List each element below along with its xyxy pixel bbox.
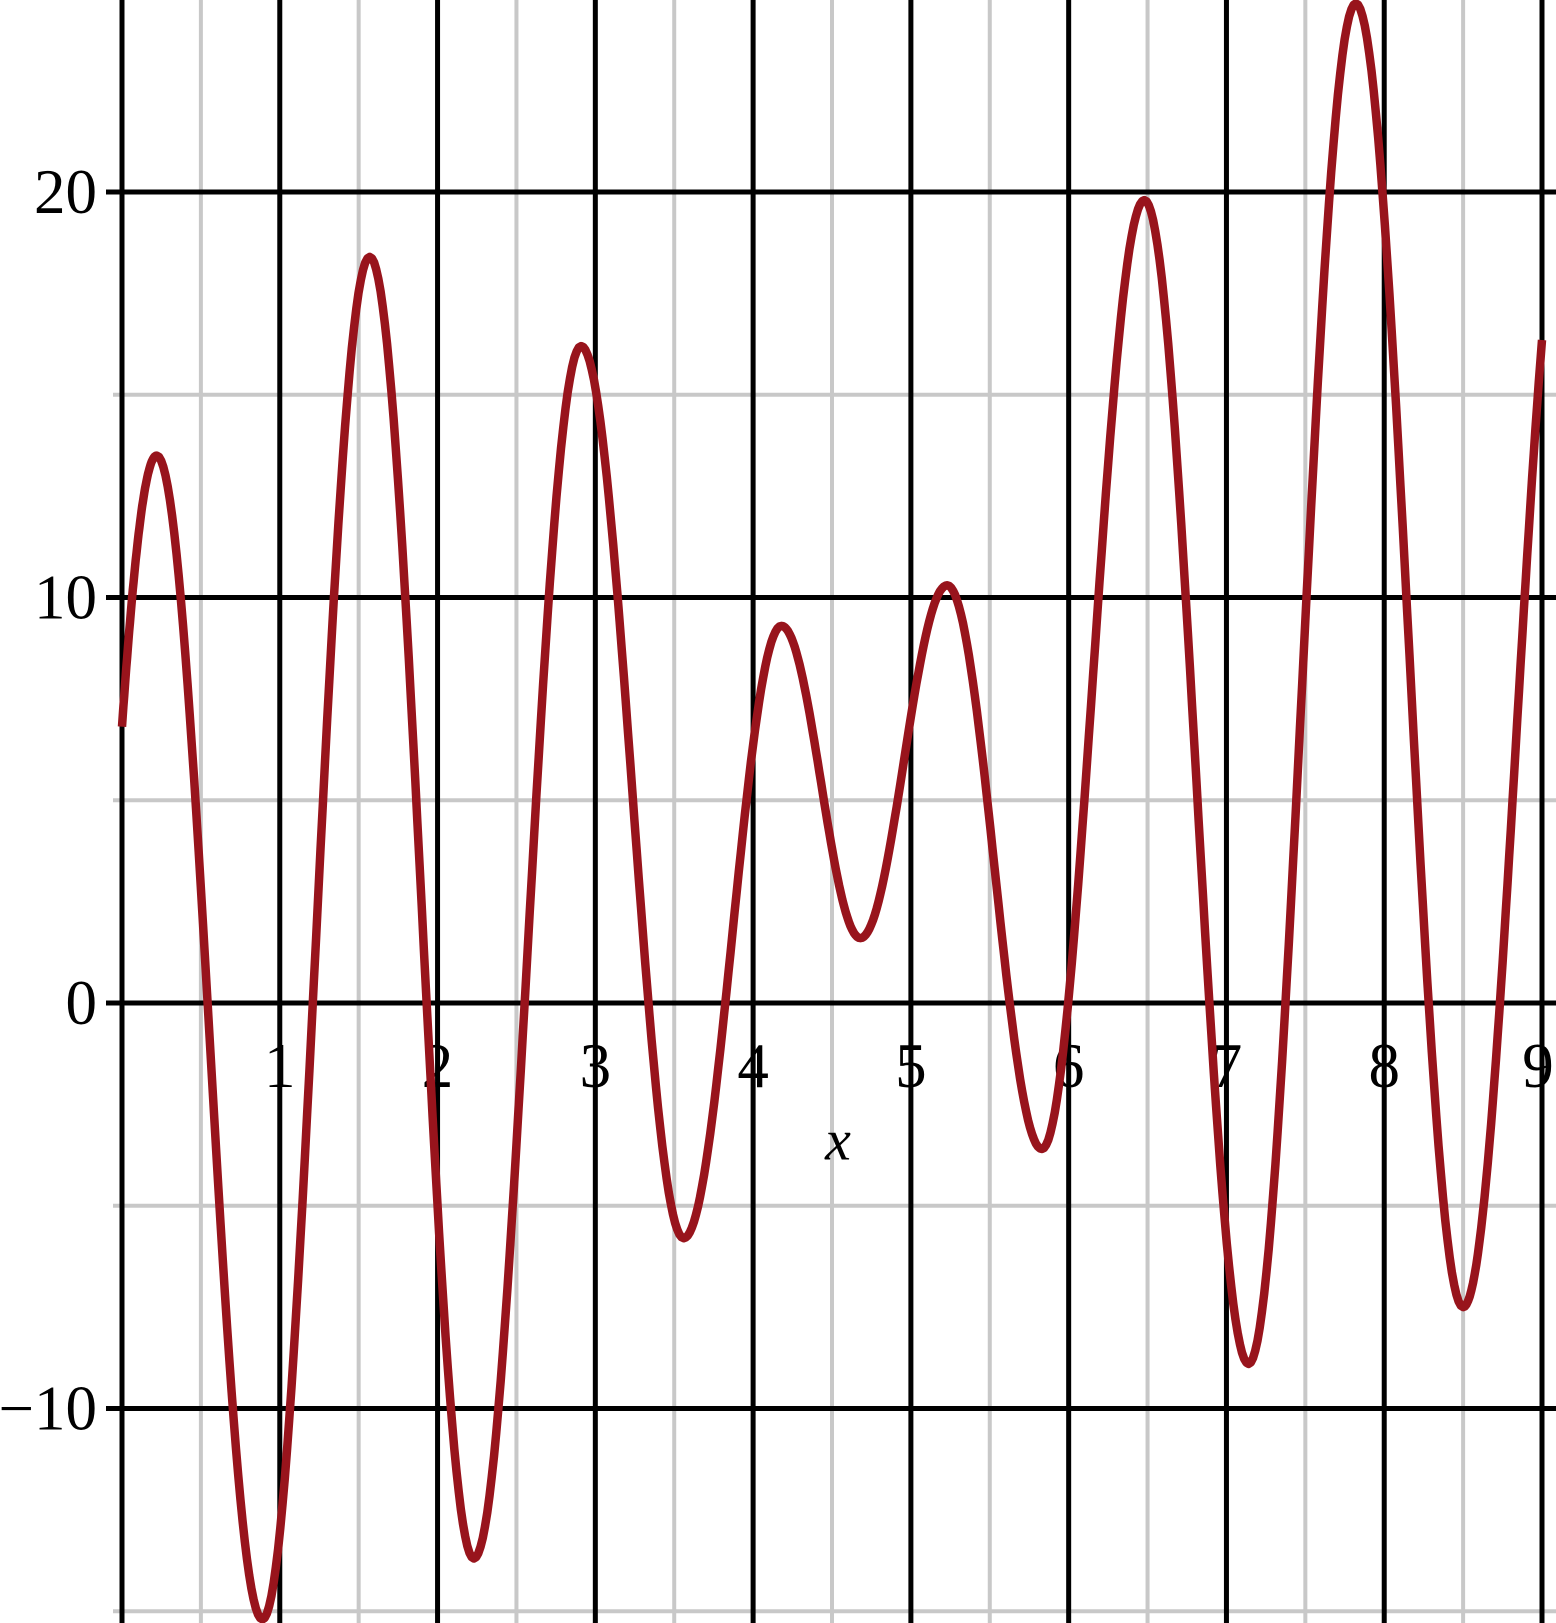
x-tick-label: 3: [580, 1031, 612, 1101]
x-axis-label: x: [824, 1108, 851, 1173]
function-curve: [117, 0, 1547, 1623]
y-tick-label: 0: [66, 968, 98, 1038]
x-tick-label: 4: [737, 1031, 769, 1101]
minor-gridlines: [113, 0, 1556, 1623]
y-tick-label: −10: [0, 1374, 97, 1444]
x-tick-label: 5: [895, 1031, 927, 1101]
y-tick-label: 10: [34, 563, 97, 633]
x-tick-label: 9: [1522, 1031, 1554, 1101]
y-tick-labels: 20 10 0 −10: [0, 157, 97, 1444]
major-gridlines: [106, 0, 1556, 1623]
x-tick-label: 8: [1368, 1031, 1400, 1101]
y-tick-label: 20: [34, 157, 97, 227]
x-tick-label: 1: [264, 1031, 296, 1101]
